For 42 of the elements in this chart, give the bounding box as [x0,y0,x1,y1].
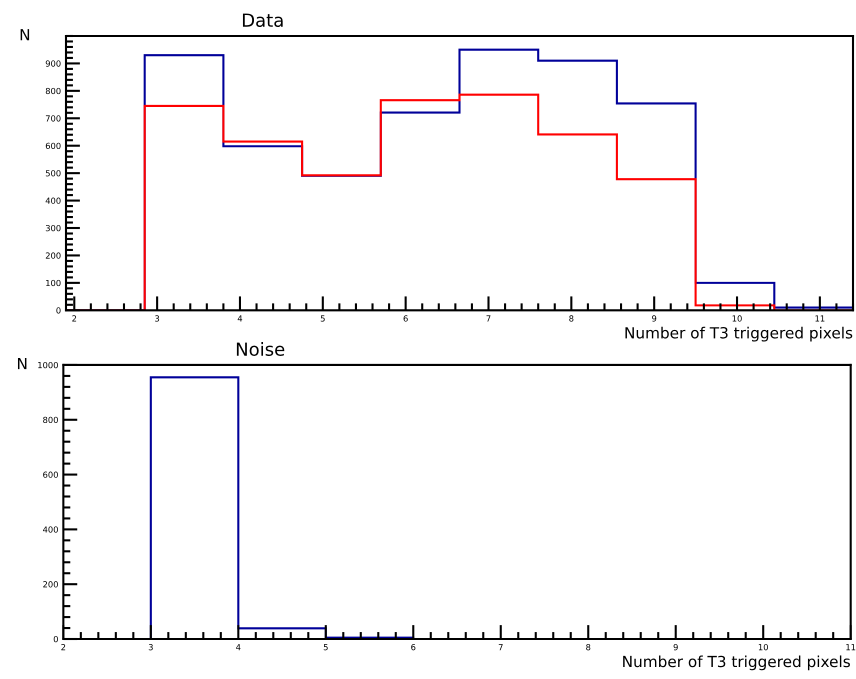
chart-title: Noise [236,342,284,356]
y-tick-label: 200 [46,252,61,259]
x-axis-title: Number of T3 triggered pixels [625,326,852,342]
y-tick-label: 800 [46,88,61,94]
y-tick-label: 900 [46,60,61,67]
x-tick-label: 7 [498,644,503,650]
x-tick-label: 9 [674,644,678,650]
y-tick-label: 0 [54,636,58,642]
y-tick-label: 300 [46,224,61,232]
y-axis-title: N [18,358,26,370]
x-tick-label: 2 [61,644,66,650]
y-tick-label: 400 [46,198,61,204]
y-tick-label: 100 [46,280,61,286]
x-tick-label: 3 [148,644,153,650]
y-tick-label: 600 [46,142,61,149]
x-tick-label: 9 [652,315,656,322]
x-tick-label: 8 [569,315,574,322]
x-tick-label: 8 [586,644,590,650]
x-tick-label: 10 [758,644,768,650]
x-tick-label: 7 [486,315,490,322]
y-tick-label: 700 [46,115,61,122]
y-tick-label: 1000 [38,362,58,368]
y-tick-label: 0 [56,307,61,314]
x-tick-label: 11 [815,315,824,322]
x-tick-label: 11 [846,644,856,650]
x-tick-label: 10 [732,315,742,322]
x-axis-title: Number of T3 triggered pixels [623,655,850,670]
y-tick-label: 400 [42,526,58,533]
y-tick-label: 200 [43,581,58,588]
x-tick-label: 4 [236,644,240,650]
y-tick-label: 800 [43,416,58,424]
x-tick-label: 2 [72,315,76,322]
chart-title: Data [242,14,283,27]
x-tick-label: 5 [324,644,328,650]
x-tick-label: 5 [320,315,325,322]
y-axis-title: N [20,29,30,40]
x-tick-label: 4 [238,315,242,322]
x-tick-label: 6 [411,644,416,650]
x-tick-label: 3 [155,315,160,322]
x-tick-label: 6 [404,315,408,322]
y-tick-label: 500 [46,170,61,176]
y-tick-label: 600 [43,472,58,478]
